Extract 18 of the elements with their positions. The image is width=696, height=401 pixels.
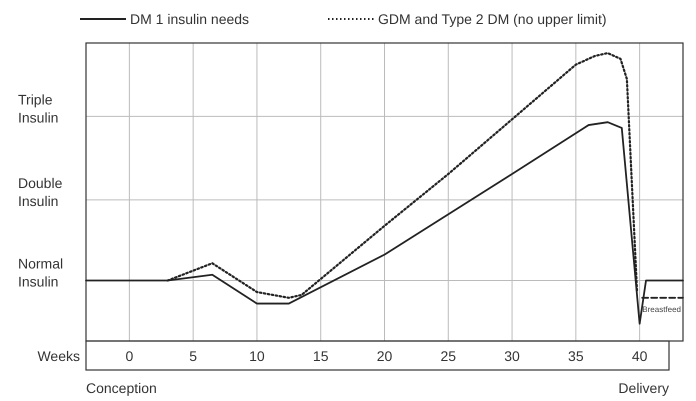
x-tick-label: 10 <box>249 348 265 364</box>
series-label: Breastfeed <box>642 304 681 314</box>
x-tick-label: 30 <box>504 348 520 364</box>
x-tick-label: 40 <box>632 348 648 364</box>
x-tick-label: 15 <box>312 348 329 364</box>
ref-line-label: Triple Insulin <box>18 91 58 126</box>
ref-line-label: Double Insulin <box>18 174 63 209</box>
x-tick-label: 35 <box>568 348 584 364</box>
x-tick-label: 20 <box>376 348 392 364</box>
x-tick-label: 25 <box>440 348 456 364</box>
ref-line-label: Normal Insulin <box>18 256 64 290</box>
x-tick-label: 0 <box>125 348 134 364</box>
legend-label: GDM and Type 2 DM (no upper limit) <box>378 11 606 27</box>
legend-label: DM 1 insulin needs <box>130 11 250 27</box>
x-axis-title: Weeks <box>37 348 80 364</box>
text: Delivery <box>618 380 669 396</box>
text: Conception <box>86 380 157 396</box>
x-tick-label: 5 <box>189 348 198 364</box>
